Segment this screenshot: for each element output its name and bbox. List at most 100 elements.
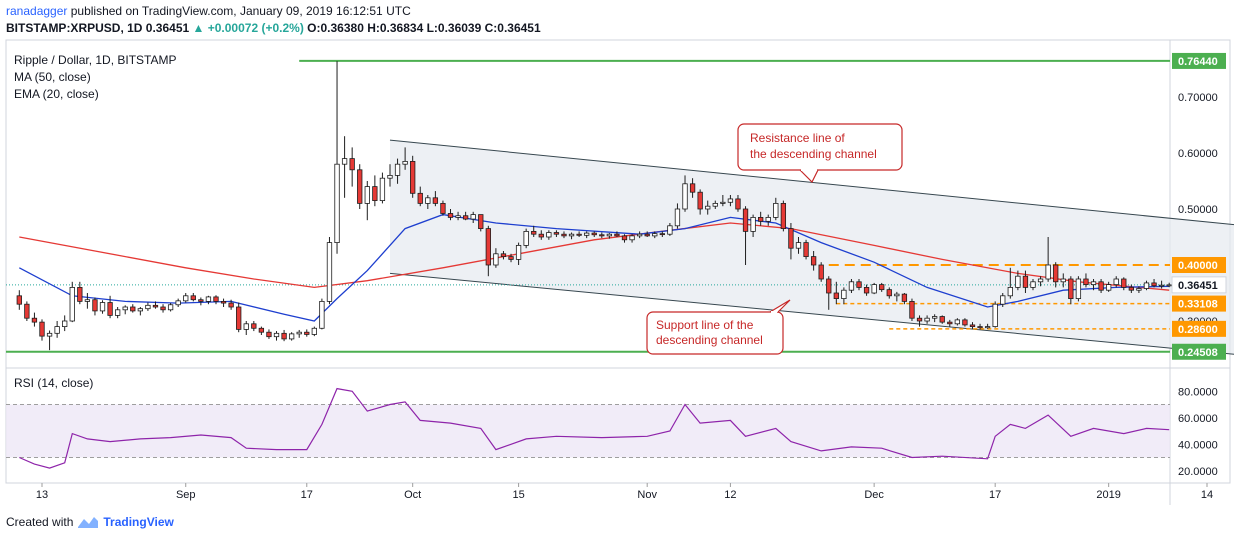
candle-body-77	[599, 234, 605, 237]
candle-body-25	[205, 296, 212, 302]
price-tick-0: 0.70000	[1178, 92, 1218, 104]
candle-body-37	[296, 331, 302, 335]
candle-body-96	[742, 208, 749, 232]
candle-body-123	[947, 321, 953, 325]
last-price-tag	[1171, 276, 1227, 294]
time-tick-5: Nov	[637, 489, 657, 501]
candle-body-125	[962, 319, 968, 326]
candle-body-128	[984, 326, 991, 329]
candle-body-51	[402, 160, 408, 165]
candle-body-4	[46, 332, 53, 337]
time-tick-1: Sep	[176, 489, 196, 501]
footer: Created with TradingView	[6, 515, 174, 529]
candle-body-14	[122, 306, 128, 311]
candle-body-78	[606, 233, 613, 237]
candle-body-90	[697, 191, 703, 210]
candle-body-104	[803, 242, 809, 258]
time-tick-7: Dec	[864, 489, 884, 501]
candle-body-108	[833, 292, 839, 299]
footer-brand[interactable]: TradingView	[103, 515, 174, 529]
candle-body-13	[114, 309, 121, 316]
candle-body-115	[886, 289, 892, 297]
candle-body-16	[137, 308, 143, 312]
candle-body-20	[167, 304, 174, 311]
channel-lower-line	[389, 272, 1234, 355]
candle-body-95	[735, 198, 741, 210]
candle-body-70	[546, 232, 552, 238]
candle-body-71	[553, 232, 560, 235]
candle-body-52	[410, 160, 416, 194]
footer-created: Created with	[6, 515, 74, 529]
candle-body-129	[992, 303, 998, 328]
rsi-tick-3: 20.0000	[1178, 466, 1218, 478]
candle-body-5	[54, 326, 60, 334]
candle-body-9	[84, 299, 91, 302]
candle-body-80	[621, 235, 628, 241]
candle-body-105	[810, 256, 817, 266]
rsi-line	[19, 387, 1170, 469]
candle-body-68	[531, 230, 537, 235]
candle-body-110	[848, 281, 855, 291]
candle-body-30	[243, 323, 249, 330]
time-tick-9: 2019	[1096, 489, 1120, 501]
candle-body-120	[924, 317, 930, 322]
level-tag-4	[1172, 320, 1226, 337]
publish-line: ranadagger published on TradingView.com,…	[6, 4, 411, 18]
candle-body-21	[175, 300, 181, 306]
chart-legend: Ripple / Dollar, 1D, BITSTAMP MA (50, cl…	[14, 52, 177, 103]
candle-body-109	[841, 289, 847, 300]
candle-body-137	[1053, 264, 1059, 283]
candle-body-145	[1113, 278, 1119, 285]
candle-body-139	[1068, 278, 1074, 300]
candle-body-126	[969, 324, 976, 328]
candle-body-140	[1075, 278, 1082, 300]
time-tick-10: 14	[1201, 489, 1213, 501]
candle-body-88	[682, 183, 688, 210]
candle-body-18	[152, 304, 159, 308]
candle-body-61	[478, 214, 484, 230]
candle-body-3	[39, 321, 45, 337]
candle-body-50	[394, 163, 401, 176]
candle-body-43	[341, 158, 348, 165]
time-tick-3: Oct	[404, 489, 421, 501]
candle-body-48	[379, 177, 386, 201]
support-text-1: Support line of the	[656, 318, 754, 332]
candle-body-19	[160, 306, 166, 311]
candle-body-0	[16, 295, 22, 305]
candle-body-67	[523, 230, 529, 246]
candle-body-79	[614, 233, 620, 237]
candle-body-136	[1045, 264, 1051, 280]
candle-body-63	[493, 253, 499, 266]
candle-body-124	[954, 319, 961, 325]
candle-body-112	[863, 286, 870, 294]
level-tag-5	[1172, 343, 1226, 360]
candle-body-24	[198, 299, 204, 302]
candle-body-127	[977, 326, 983, 329]
time-tick-6: 12	[724, 489, 736, 501]
candle-body-113	[871, 284, 877, 294]
candle-body-64	[500, 253, 507, 258]
candle-body-33	[266, 331, 272, 338]
candle-body-133	[1022, 275, 1029, 288]
candle-body-100	[773, 202, 779, 218]
rsi-tick-0: 80.0000	[1178, 386, 1218, 398]
candle-body-15	[130, 306, 136, 312]
level-label-5: 0.24508	[1178, 347, 1218, 359]
candle-body-6	[62, 320, 68, 327]
time-tick-2: 17	[301, 489, 313, 501]
candle-body-10	[92, 299, 98, 312]
candle-body-54	[425, 197, 431, 204]
level-label-4: 0.28600	[1178, 324, 1218, 336]
candle-body-42	[334, 163, 340, 243]
publisher-name[interactable]: ranadagger	[6, 4, 68, 18]
candle-body-92	[712, 202, 718, 207]
candle-body-73	[568, 233, 575, 237]
candle-body-40	[319, 300, 325, 329]
candle-body-119	[916, 317, 923, 322]
publish-text: published on TradingView.com, January 09…	[70, 4, 411, 18]
candle-body-97	[750, 216, 756, 232]
candle-body-150	[1151, 282, 1157, 287]
candle-body-99	[765, 216, 771, 222]
